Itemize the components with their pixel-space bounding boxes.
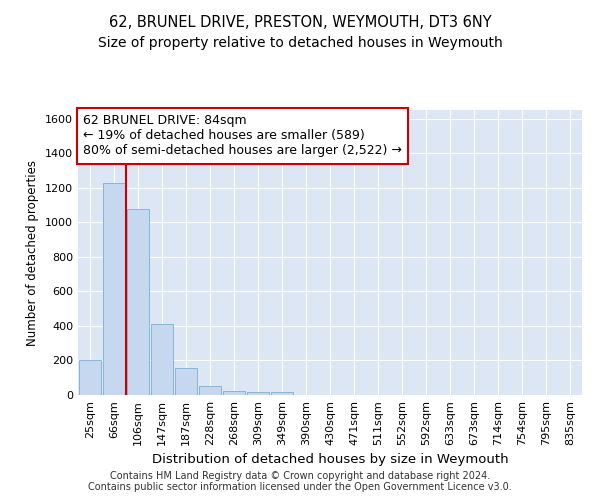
- Bar: [223, 391, 245, 395]
- Bar: [175, 368, 197, 395]
- Bar: [151, 324, 173, 395]
- Bar: [271, 392, 293, 395]
- Bar: [247, 392, 269, 395]
- Bar: [199, 386, 221, 395]
- Text: 62 BRUNEL DRIVE: 84sqm
← 19% of detached houses are smaller (589)
80% of semi-de: 62 BRUNEL DRIVE: 84sqm ← 19% of detached…: [83, 114, 402, 158]
- Text: Contains HM Land Registry data © Crown copyright and database right 2024.
Contai: Contains HM Land Registry data © Crown c…: [88, 471, 512, 492]
- Text: Size of property relative to detached houses in Weymouth: Size of property relative to detached ho…: [98, 36, 502, 50]
- Bar: [103, 182, 125, 395]
- Y-axis label: Number of detached properties: Number of detached properties: [26, 160, 40, 346]
- Bar: [79, 360, 101, 395]
- X-axis label: Distribution of detached houses by size in Weymouth: Distribution of detached houses by size …: [152, 454, 508, 466]
- Bar: [127, 210, 149, 395]
- Text: 62, BRUNEL DRIVE, PRESTON, WEYMOUTH, DT3 6NY: 62, BRUNEL DRIVE, PRESTON, WEYMOUTH, DT3…: [109, 15, 491, 30]
